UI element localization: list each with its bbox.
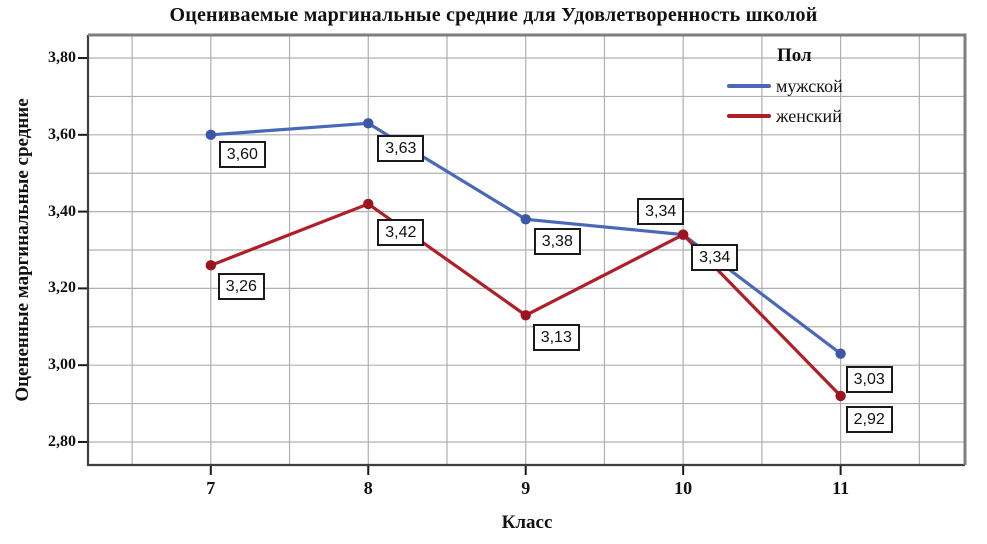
data-label-male: 3,03 — [845, 365, 893, 393]
data-point-female — [363, 198, 374, 210]
chart-title: Оцениваемые маргинальные средние для Удо… — [169, 4, 818, 26]
x-tick-label: 11 — [832, 478, 850, 498]
plot-border — [86, 35, 965, 467]
data-label-female: 3,26 — [217, 273, 265, 301]
y-tick-label: 2,80 — [48, 432, 76, 450]
y-tick-label: 3,40 — [48, 202, 76, 220]
data-label-female: 3,42 — [377, 218, 425, 246]
x-tick-label: 9 — [521, 478, 531, 498]
data-label-female: 2,92 — [845, 405, 893, 433]
data-label-male: 3,60 — [218, 140, 266, 168]
data-point-male — [520, 214, 531, 225]
female-series-swatch-icon — [727, 114, 771, 118]
data-point-male — [205, 129, 217, 141]
legend-item-female: женский — [727, 105, 907, 127]
data-point-female — [677, 229, 689, 240]
legend: Пол мужской женский — [727, 45, 907, 127]
plot-border — [88, 33, 967, 465]
y-tick-label: 3,60 — [48, 125, 76, 143]
legend-label-male: мужской — [776, 75, 843, 96]
male-series-swatch-icon — [727, 84, 771, 88]
y-tick-label: 3,80 — [48, 49, 76, 67]
y-tick-label: 3,20 — [48, 279, 76, 297]
x-axis-title: Класс — [501, 512, 553, 533]
legend-label-female: женский — [776, 105, 842, 126]
data-point-female — [520, 310, 531, 321]
data-label-male: 3,34 — [637, 197, 685, 225]
data-label-female: 3,34 — [691, 243, 739, 271]
data-point-female — [205, 260, 217, 271]
x-tick-label: 10 — [674, 478, 693, 498]
x-tick-label: 8 — [363, 478, 373, 498]
data-label-female: 3,13 — [532, 324, 580, 352]
legend-item-male: мужской — [727, 75, 907, 97]
x-tick-label: 7 — [206, 478, 216, 498]
data-label-male: 3,63 — [377, 135, 425, 163]
data-point-female — [835, 390, 846, 402]
data-label-male: 3,38 — [533, 228, 581, 256]
data-point-male — [835, 348, 846, 359]
legend-title: Пол — [777, 45, 812, 66]
data-point-male — [363, 118, 374, 129]
y-tick-label: 3,00 — [48, 356, 76, 374]
